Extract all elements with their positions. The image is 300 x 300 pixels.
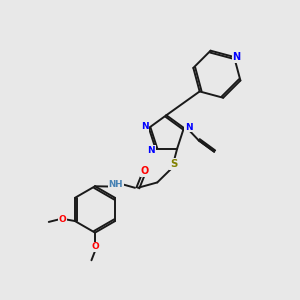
Text: N: N bbox=[232, 52, 241, 62]
Text: O: O bbox=[91, 242, 99, 251]
Text: N: N bbox=[185, 123, 192, 132]
Text: O: O bbox=[58, 215, 66, 224]
Text: N: N bbox=[141, 122, 148, 131]
Text: N: N bbox=[148, 146, 155, 154]
Text: O: O bbox=[140, 167, 148, 176]
Text: S: S bbox=[170, 159, 177, 169]
Text: NH: NH bbox=[108, 180, 123, 189]
